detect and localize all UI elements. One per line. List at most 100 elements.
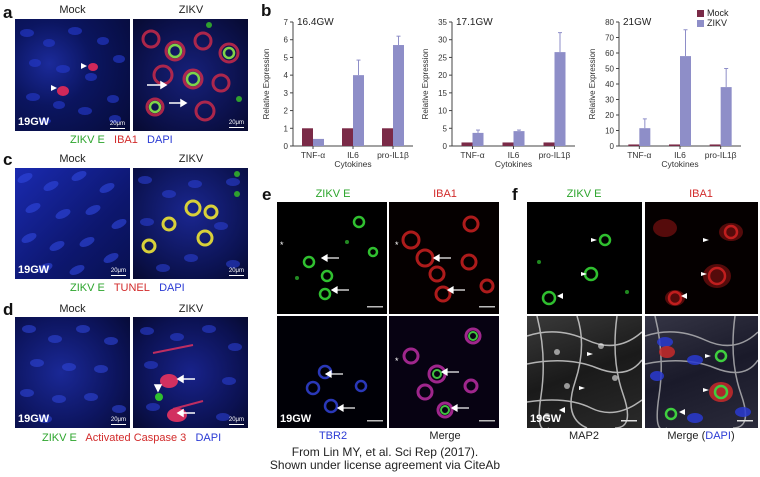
panel-c-col-zikv: ZIKV: [178, 153, 204, 165]
chart-0-ytick-label-0: 0: [284, 142, 289, 151]
panel-d-legend: ZIKV E Activated Caspase 3 DAPI: [42, 432, 221, 444]
panel-e-merge-image: *: [389, 316, 499, 428]
svg-text:*: *: [395, 356, 399, 366]
panel-c-col-mock: Mock: [59, 153, 86, 165]
panel-f-merge-prefix: Merge (: [667, 430, 706, 442]
panel-d-legend-caspase3: Activated Caspase 3: [85, 432, 187, 444]
chart-0-ytick-label-7: 7: [284, 18, 289, 27]
chart-2-xtick-label-0: TNF-α: [627, 150, 651, 160]
panel-f-iba1-image: [645, 202, 758, 314]
chart-2-legend-swatch-mock: [697, 10, 704, 17]
panel-letter-d: d: [3, 300, 14, 319]
panel-letter-a: a: [3, 3, 13, 22]
chart-2-ytick-label-2: 20: [605, 111, 614, 120]
chart-1-ytick-label-7: 35: [438, 18, 447, 27]
panel-b-charts: 0 1 2 3 4 5 6 7 Relative Expression 16.4GW TNF-α IL…: [262, 8, 741, 169]
chart-2-bar-mock-1: [669, 144, 680, 146]
panel-c-zikv-scalebar-text: 20μm: [228, 268, 244, 274]
panel-a-legend: ZIKV E IBA1 DAPI: [70, 134, 173, 146]
chart-1-bar-zikv-1: [513, 131, 525, 146]
panel-d-mock-scalebar: 20μm: [110, 417, 126, 425]
chart-2-ytick-label-8: 80: [605, 18, 614, 27]
panel-c-zikv-scalebar: 20μm: [228, 268, 244, 276]
chart-1-ytick-label-3: 15: [438, 89, 447, 98]
chart-2-bar-zikv-0: [639, 128, 651, 146]
panel-e-tbr2-image: 19GW: [277, 316, 387, 428]
chart-2-legend-label-mock: Mock: [707, 8, 729, 18]
chart-0-ytick-label-1: 1: [284, 124, 289, 133]
panel-a-scalebar-text: 20μm: [228, 120, 244, 126]
chart-2-legend-label-zikv: ZIKV: [707, 18, 727, 28]
chart-1-bar-mock-1: [502, 142, 514, 146]
chart-0-ytick-label-5: 5: [284, 53, 289, 62]
panel-e-label-zikve: ZIKV E: [315, 188, 351, 200]
panel-f-label-zikve: ZIKV E: [566, 188, 602, 200]
chart-2-ylabel: Relative Expression: [588, 49, 597, 120]
chart-2-ytick-label-0: 0: [610, 142, 615, 151]
chart-2-bar-zikv-2: [720, 87, 732, 146]
panel-a-legend-zikve: ZIKV E: [70, 134, 105, 146]
chart-2-bar-mock-2: [709, 144, 721, 146]
panel-c-legend: ZIKV E TUNEL DAPI: [70, 282, 185, 294]
chart-1-ytick-label-6: 30: [438, 36, 447, 45]
panel-d-legend-zikve: ZIKV E: [42, 432, 77, 444]
chart-1-bar-zikv-2: [554, 52, 566, 146]
chart-1-ytick-label-1: 5: [443, 124, 448, 133]
chart-1-ytick-label-5: 25: [438, 53, 447, 62]
chart-2-legend-swatch-zikv: [697, 20, 704, 27]
chart-2-title: 21GW: [623, 17, 652, 28]
chart-2-xtick-label-1: IL6: [674, 150, 686, 160]
chart-0-ylabel: Relative Expression: [262, 49, 271, 120]
panel-d-col-zikv: ZIKV: [178, 303, 204, 315]
chart-1-xtick-label-0: TNF-α: [460, 150, 484, 160]
panel-c-mock-scalebar: 20μm: [110, 268, 126, 276]
panel-a-legend-iba1: IBA1: [114, 134, 138, 146]
panel-d-gw-label: 19GW: [18, 413, 50, 425]
panel-f-zikve-image: [527, 202, 642, 314]
chart-0-ytick-label-4: 4: [284, 71, 289, 80]
chart-0-xtick-label-2: pro-IL1β: [377, 150, 409, 160]
chart-0-xtick-label-1: IL6: [347, 150, 359, 160]
chart-0-bar-mock-1: [342, 128, 353, 146]
chart-1-xtick-label-2: pro-IL1β: [539, 150, 571, 160]
chart-0-ytick-label-2: 2: [284, 107, 289, 116]
panel-e-label-merge: Merge: [429, 430, 461, 442]
panel-letter-e: e: [262, 185, 272, 204]
svg-text:*: *: [280, 240, 284, 250]
panel-a-legend-dapi: DAPI: [147, 134, 173, 146]
panel-d-legend-dapi: DAPI: [195, 432, 222, 444]
panel-f-merge-dapi: DAPI: [705, 430, 731, 442]
panel-d-col-mock: Mock: [59, 303, 86, 315]
chart-1-ylabel: Relative Expression: [421, 49, 430, 120]
panel-f-gw-label: 19GW: [530, 413, 562, 425]
chart-0-xtick-label-0: TNF-α: [301, 150, 325, 160]
panel-c-mock-scalebar-text: 20μm: [110, 268, 126, 274]
panel-a-gw-label: 19GW: [18, 116, 50, 128]
chart-2-bar-mock-0: [628, 144, 640, 146]
panel-a-mock-image: 19GW: [15, 19, 130, 131]
credit-line-2: Shown under license agreement via CiteAb: [269, 458, 501, 472]
chart-0-bar-mock-2: [382, 128, 393, 146]
panel-d-zikv-scalebar-text: 20μm: [228, 417, 244, 423]
panel-f-label-merge: Merge (DAPI): [645, 430, 757, 442]
chart-2-ytick-label-7: 70: [605, 34, 614, 43]
panel-f-merge-image: [645, 316, 758, 428]
chart-2-xtick-label-2: pro-IL1β: [705, 150, 737, 160]
chart-1-xlabel: Cytokines: [495, 159, 532, 169]
chart-1-title: 17.1GW: [456, 17, 493, 28]
panel-e-iba1-image: *: [389, 202, 499, 314]
panel-e-gw-label: 19GW: [280, 413, 312, 425]
chart-2-bar-zikv-1: [680, 56, 691, 146]
chart-0-bar-mock-0: [302, 128, 313, 146]
chart-0-ytick-label-6: 6: [284, 36, 289, 45]
chart-1-xtick-label-1: IL6: [508, 150, 520, 160]
chart-2-ytick-label-1: 10: [605, 127, 614, 136]
panel-a-mock-scalebar-label: 20μm: [109, 121, 125, 129]
panel-f-map2-image: 19GW: [527, 316, 642, 428]
panel-e-label-tbr2: TBR2: [318, 430, 348, 442]
panel-a-mock-scalebar-text: 20μm: [109, 121, 125, 127]
panel-a-mock-scalebar: 20μm: [95, 117, 127, 129]
panel-c-legend-dapi: DAPI: [159, 282, 185, 294]
panel-c-gw-label: 19GW: [18, 264, 50, 276]
chart-1-ytick-label-0: 0: [443, 142, 448, 151]
